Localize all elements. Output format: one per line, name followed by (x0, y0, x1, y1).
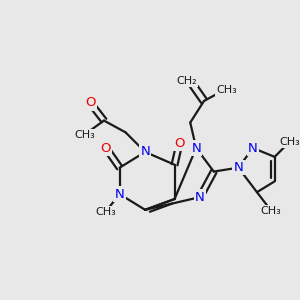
Text: N: N (191, 142, 201, 154)
Text: N: N (248, 142, 258, 154)
Text: CH₃: CH₃ (260, 206, 281, 216)
Text: O: O (85, 96, 95, 110)
Text: O: O (101, 142, 111, 154)
Text: CH₃: CH₃ (95, 207, 116, 217)
Text: N: N (140, 146, 150, 158)
Text: N: N (115, 188, 124, 201)
Text: CH₃: CH₃ (279, 137, 300, 147)
Text: CH₂: CH₂ (176, 76, 197, 86)
Text: CH₃: CH₃ (74, 130, 95, 140)
Text: CH₃: CH₃ (216, 85, 237, 95)
Text: N: N (195, 190, 205, 204)
Text: O: O (174, 136, 185, 150)
Text: N: N (233, 161, 243, 174)
